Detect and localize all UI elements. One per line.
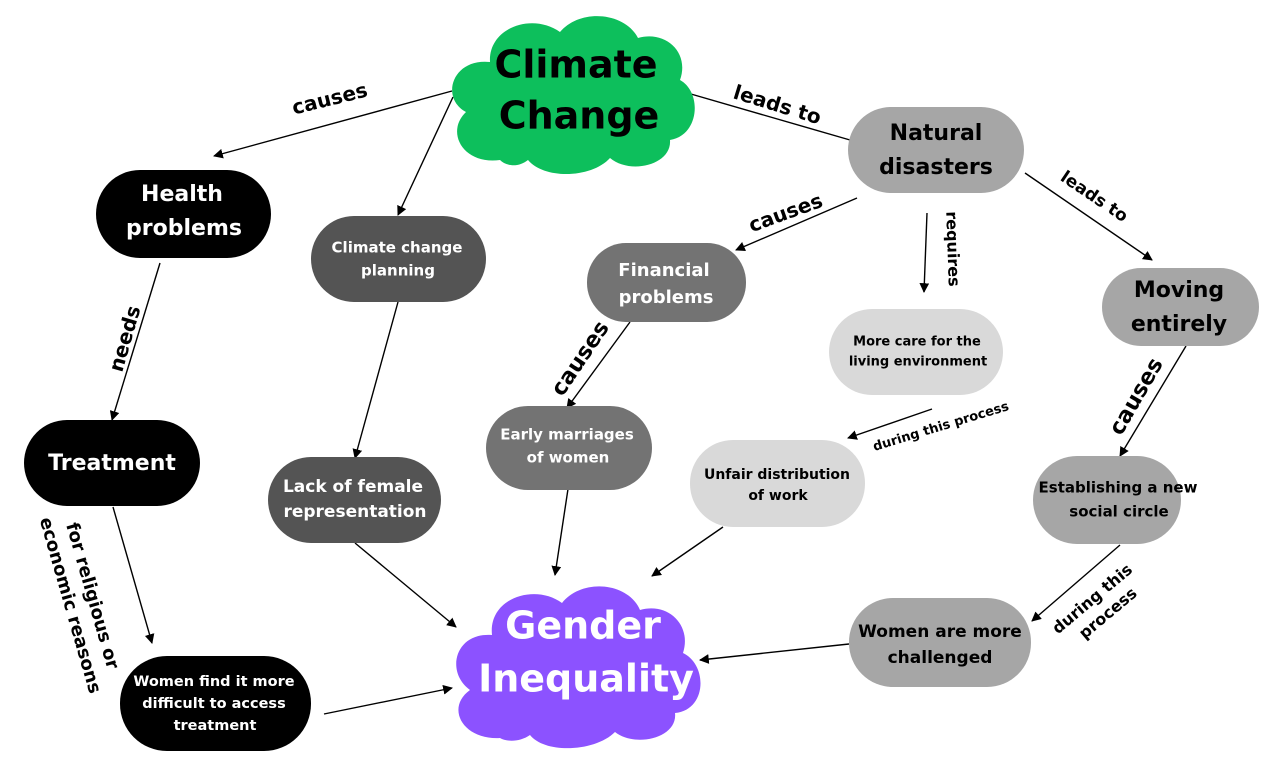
- edge-disasters-to-financial: [735, 197, 858, 252]
- financial-problems-line-1: Financial: [618, 260, 709, 281]
- financial-problems-line-2: problems: [619, 287, 714, 308]
- early-marriages-line-2: of women: [527, 449, 610, 467]
- edge-lack-to-gender: [354, 542, 457, 628]
- edge-care-to-unfair: [847, 408, 933, 440]
- edge-planning-to-lack: [352, 301, 399, 459]
- early-marriages-line-1: Early marriages: [500, 426, 634, 444]
- label-leads-to-disasters: leads to: [731, 80, 824, 129]
- unfair-distribution-pill: [690, 440, 865, 527]
- climate-change-line-1: Climate: [494, 43, 657, 87]
- label-causes-marriages: causes: [547, 317, 615, 401]
- node-social-circle: Establishing a new social circle: [1033, 456, 1198, 544]
- label-causes-financial: causes: [745, 188, 826, 237]
- gender-inequality-line-2: Inequality: [478, 657, 694, 701]
- moving-entirely-pill: [1102, 268, 1259, 346]
- women-challenged-pill: [849, 598, 1031, 687]
- node-unfair-distribution: Unfair distribution of work: [690, 440, 865, 527]
- climate-planning-pill: [311, 216, 486, 302]
- unfair-distribution-line-2: of work: [748, 488, 808, 504]
- early-marriages-pill: [486, 406, 652, 490]
- climate-change-line-2: Change: [499, 94, 660, 138]
- edge-climate-to-planning: [397, 96, 454, 216]
- label-during-process-work: during this process: [871, 399, 1011, 455]
- gender-inequality-cloud: [456, 586, 701, 749]
- label-during-process-challenged: during this process: [1048, 556, 1154, 654]
- moving-entirely-line-2: entirely: [1131, 312, 1227, 337]
- node-moving-entirely: Moving entirely: [1102, 268, 1259, 346]
- natural-disasters-line-2: disasters: [879, 155, 993, 180]
- edges: [109, 90, 1187, 715]
- node-women-challenged: Women are more challenged: [849, 598, 1031, 687]
- edge-treatment-to-women-access: [112, 506, 155, 644]
- natural-disasters-line-1: Natural: [890, 121, 983, 146]
- node-climate-planning: Climate change planning: [311, 216, 486, 302]
- label-requires: requires: [942, 211, 964, 287]
- label-causes-health: causes: [289, 78, 369, 120]
- treatment-line-1: Treatment: [48, 451, 176, 476]
- financial-problems-pill: [587, 243, 746, 322]
- unfair-distribution-line-1: Unfair distribution: [704, 467, 850, 483]
- women-challenged-line-1: Women are more: [858, 622, 1022, 642]
- more-care-pill: [829, 309, 1003, 395]
- node-lack-female: Lack of female representation: [268, 457, 441, 543]
- edge-climate-to-disasters: [683, 91, 851, 141]
- edge-unfair-to-gender: [651, 526, 724, 577]
- edge-social-to-challenged: [1031, 544, 1121, 622]
- edge-financial-to-marriages: [566, 321, 631, 409]
- health-problems-pill: [96, 170, 271, 258]
- climate-planning-line-1: Climate change: [332, 239, 463, 257]
- label-causes-social: causes: [1105, 354, 1169, 440]
- node-financial-problems: Financial problems: [587, 243, 746, 322]
- node-more-care: More care for the living environment: [829, 309, 1003, 395]
- health-problems-line-2: problems: [126, 216, 242, 241]
- moving-entirely-line-1: Moving: [1134, 278, 1224, 303]
- women-access-pill: [120, 656, 311, 751]
- edge-climate-to-health: [213, 90, 453, 159]
- node-health-problems: Health problems: [96, 170, 271, 258]
- node-women-access: Women find it more difficult to access t…: [120, 656, 311, 751]
- gender-inequality-line-1: Gender: [505, 604, 661, 648]
- edge-marriages-to-gender: [551, 488, 569, 576]
- label-religious-reasons: for religious or economic reasons: [35, 508, 128, 695]
- edge-challenged-to-gender: [699, 643, 850, 664]
- edge-disasters-to-moving: [1024, 172, 1153, 261]
- lack-female-line-1: Lack of female: [283, 477, 423, 497]
- women-access-line-1: Women find it more: [133, 674, 294, 690]
- women-access-line-2: difficult to access: [142, 696, 285, 712]
- natural-disasters-pill: [848, 107, 1024, 193]
- edge-disasters-to-care: [919, 212, 930, 293]
- treatment-pill: [24, 420, 200, 506]
- lack-female-line-2: representation: [283, 502, 426, 522]
- node-natural-disasters: Natural disasters: [848, 107, 1024, 193]
- social-circle-line-2: social circle: [1069, 503, 1168, 521]
- more-care-line-2: living environment: [849, 355, 987, 370]
- label-leads-to-moving: leads to: [1057, 167, 1132, 227]
- edge-women-access-to-gender: [323, 684, 453, 715]
- social-circle-line-1: Establishing a new: [1039, 479, 1198, 497]
- health-problems-line-1: Health: [141, 182, 223, 207]
- lack-female-pill: [268, 457, 441, 543]
- label-needs: needs: [104, 303, 146, 375]
- climate-planning-line-2: planning: [361, 262, 435, 280]
- women-access-line-3: treatment: [174, 718, 257, 734]
- edge-health-to-treatment: [109, 262, 161, 421]
- node-treatment: Treatment: [24, 420, 200, 506]
- social-circle-pill: [1033, 456, 1181, 544]
- women-challenged-line-2: challenged: [888, 648, 993, 668]
- node-early-marriages: Early marriages of women: [486, 406, 652, 490]
- node-climate-change: Climate Change: [452, 16, 695, 175]
- edge-moving-to-social: [1119, 345, 1187, 457]
- climate-change-cloud: [452, 16, 695, 175]
- more-care-line-1: More care for the: [853, 335, 981, 350]
- node-gender-inequality: Gender Inequality: [456, 586, 701, 749]
